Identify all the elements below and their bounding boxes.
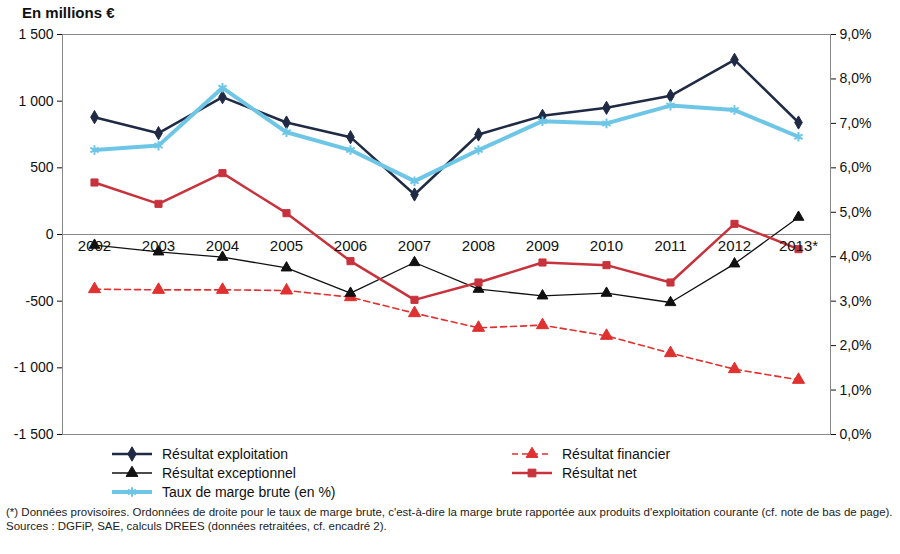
html-text:Résultat net: Résultat net [562, 464, 637, 481]
svg-text:2012: 2012 [718, 237, 751, 254]
svg-text:-500: -500 [25, 293, 53, 309]
html-text:(*) Données provisoires. Ordon: (*) Données provisoires. Ordonnées de dr… [6, 506, 893, 518]
svg-text:2005: 2005 [270, 237, 303, 254]
svg-text:2010: 2010 [590, 237, 623, 254]
svg-text:2013*: 2013* [779, 237, 818, 254]
svg-text:2007: 2007 [398, 237, 431, 254]
svg-text:2006: 2006 [334, 237, 367, 254]
html-text:Résultat exceptionnel: Résultat exceptionnel [162, 464, 296, 481]
svg-text:1 000: 1 000 [18, 93, 53, 109]
svg-text:2002: 2002 [78, 237, 111, 254]
svg-text:5,0%: 5,0% [840, 204, 872, 220]
html-text:Résultat financier: Résultat financier [562, 445, 671, 462]
svg-text:4,0%: 4,0% [840, 248, 872, 264]
svg-text:2008: 2008 [462, 237, 495, 254]
html-text:En millions €: En millions € [22, 4, 115, 21]
svg-text:2011: 2011 [654, 237, 686, 254]
html-text:Sources : DGFiP, SAE, calculs: Sources : DGFiP, SAE, calculs DREES (don… [6, 520, 387, 532]
svg-text:2003: 2003 [142, 237, 175, 254]
svg-text:2004: 2004 [206, 237, 239, 254]
svg-text:8,0%: 8,0% [840, 70, 872, 86]
svg-text:0,0%: 0,0% [840, 426, 872, 442]
html-text:Résultat exploitation: Résultat exploitation [162, 445, 289, 462]
svg-text:500: 500 [30, 159, 54, 175]
svg-text:2009: 2009 [526, 237, 559, 254]
html-text:Taux de marge brute (en %): Taux de marge brute (en %) [162, 483, 336, 500]
svg-text:2,0%: 2,0% [840, 337, 872, 353]
svg-text:6,0%: 6,0% [840, 159, 872, 175]
svg-text:9,0%: 9,0% [840, 26, 872, 42]
svg-text:-1 500: -1 500 [14, 426, 54, 442]
svg-text:0: 0 [46, 226, 54, 242]
svg-text:1 500: 1 500 [18, 26, 53, 42]
svg-text:7,0%: 7,0% [840, 115, 872, 131]
svg-text:-1 000: -1 000 [14, 359, 54, 375]
svg-text:1,0%: 1,0% [840, 382, 872, 398]
svg-text:3,0%: 3,0% [840, 293, 872, 309]
